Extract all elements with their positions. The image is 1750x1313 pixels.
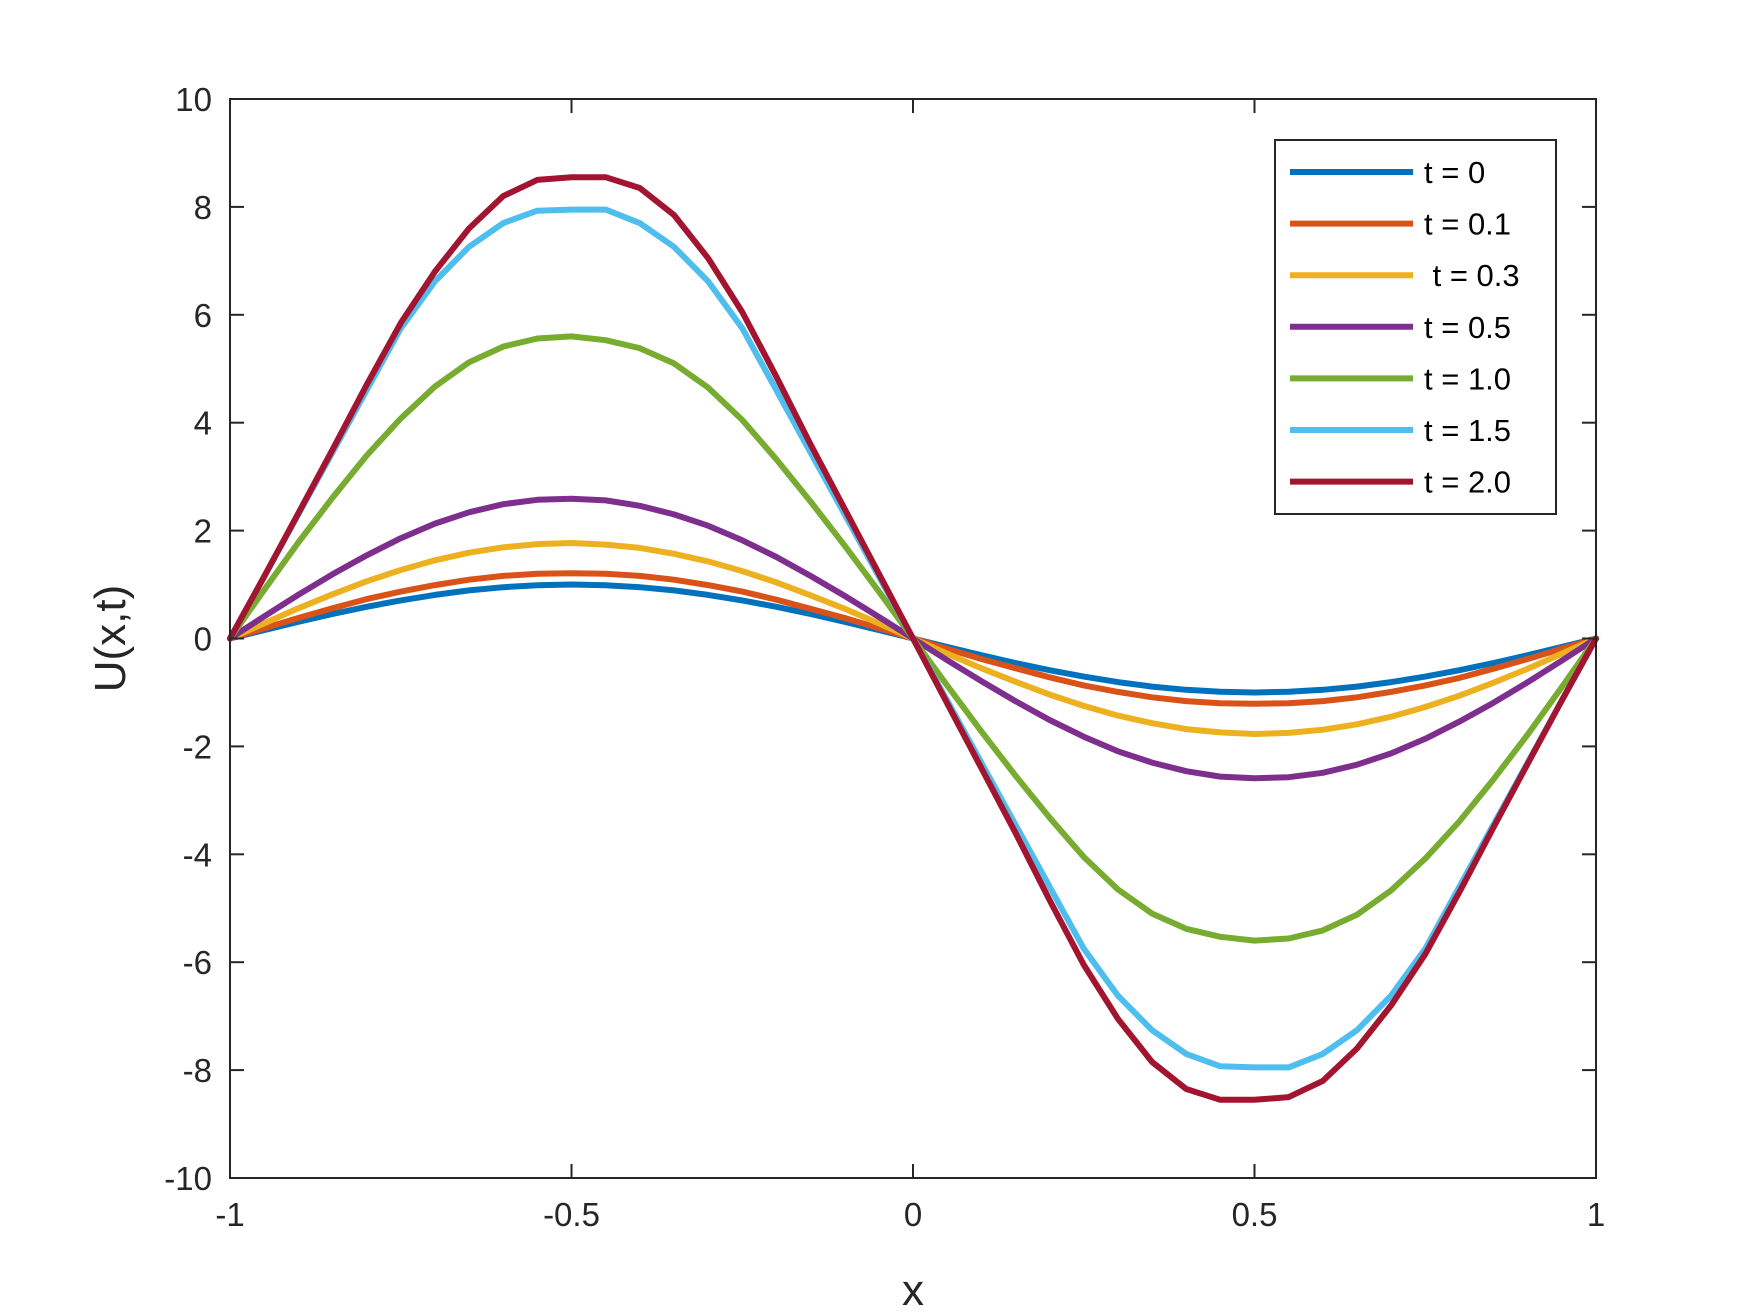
- y-tick-label-2: -6: [183, 944, 212, 981]
- x-tick-label-2: 0: [904, 1196, 922, 1233]
- legend-label-0: t = 0: [1424, 155, 1485, 190]
- y-axis-title: U(x,t): [86, 585, 135, 693]
- series-layer: [227, 174, 1599, 1103]
- y-tick-label-1: -8: [183, 1052, 212, 1089]
- y-tick-label-6: 2: [194, 513, 212, 550]
- y-tick-label-10: 10: [175, 81, 212, 118]
- legend: t = 0 t = 0.1 t = 0.3 t = 0.5 t = 1.0 t = 1.…: [1274, 139, 1557, 515]
- y-tick-label-5: 0: [194, 621, 212, 658]
- series-line-6: [227, 174, 1599, 1103]
- y-tick-label-0: -10: [164, 1160, 212, 1197]
- y-tick-label-4: -2: [183, 728, 212, 765]
- y-tick-label-8: 6: [194, 297, 212, 334]
- y-tick-label-9: 8: [194, 189, 212, 226]
- legend-label-3: t = 0.5: [1424, 310, 1511, 345]
- x-tick-label-0: -1: [215, 1196, 244, 1233]
- legend-label-4: t = 1.0: [1424, 361, 1511, 396]
- x-tick-label-3: 0.5: [1232, 1196, 1278, 1233]
- plot-frame: [229, 98, 1597, 1179]
- x-tick-label-1: -0.5: [543, 1196, 600, 1233]
- tick-labels-layer: -1 -0.5 0 0.5 1 -10 -8 -6 -4 -2 0 2 4 6 8 10: [164, 81, 1605, 1233]
- legend-label-2: t = 0.3: [1424, 258, 1520, 293]
- x-tick-label-4: 1: [1587, 1196, 1605, 1233]
- y-tick-label-7: 4: [194, 405, 212, 442]
- legend-entries: t = 0 t = 0.1 t = 0.3 t = 0.5 t = 1.0 t = 1.…: [1290, 155, 1520, 500]
- legend-label-6: t = 2.0: [1424, 465, 1511, 500]
- y-tick-label-3: -4: [183, 836, 212, 873]
- legend-label-1: t = 0.1: [1424, 207, 1511, 242]
- x-axis-title: x: [902, 1266, 924, 1313]
- legend-label-5: t = 1.5: [1424, 413, 1511, 448]
